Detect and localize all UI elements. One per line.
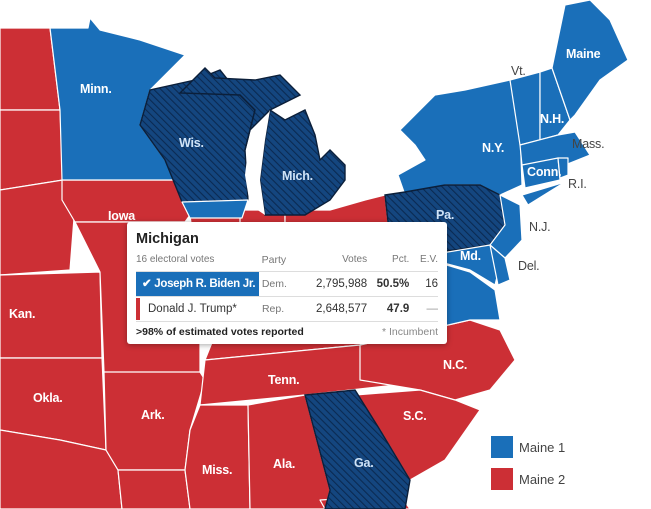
state-wisconsin-south xyxy=(181,199,249,219)
state-mississippi[interactable] xyxy=(184,404,251,509)
state-maine[interactable] xyxy=(551,0,629,121)
header-pct: Pct. xyxy=(392,254,410,265)
label-md: Md. xyxy=(460,249,481,263)
label-wis: Wis. xyxy=(179,136,204,150)
label-ark: Ark. xyxy=(141,408,165,422)
label-ny: N.Y. xyxy=(482,141,505,155)
candidate-name: ✔ Joseph R. Biden Jr. xyxy=(136,272,259,296)
state-rhode-island[interactable] xyxy=(557,157,569,179)
label-vt: Vt. xyxy=(511,64,526,78)
state-nebraska[interactable] xyxy=(0,179,76,276)
state-south-dakota[interactable] xyxy=(0,109,64,191)
state-michigan-upper[interactable] xyxy=(178,67,302,151)
legend-item-maine-2: Maine 2 xyxy=(491,468,565,490)
label-nh: N.H. xyxy=(540,112,565,126)
candidate-votes: 2,648,577 xyxy=(316,303,368,315)
candidate-row: Donald J. Trump* Rep. 2,648,577 47.9 — xyxy=(136,297,438,322)
state-new-york[interactable] xyxy=(397,79,523,196)
candidate-row-winner: ✔ Joseph R. Biden Jr. Dem. 2,795,988 50.… xyxy=(136,272,438,297)
header-party: Party xyxy=(261,254,287,266)
candidate-party: Dem. xyxy=(261,278,287,290)
state-georgia[interactable] xyxy=(304,389,411,509)
label-mass: Mass. xyxy=(572,137,605,151)
label-del: Del. xyxy=(518,259,540,273)
label-ga: Ga. xyxy=(354,456,374,470)
label-okla: Okla. xyxy=(33,391,63,405)
label-maine: Maine xyxy=(566,47,601,61)
state-connecticut[interactable] xyxy=(521,157,561,189)
label-iowa: Iowa xyxy=(108,209,135,223)
label-sc: S.C. xyxy=(403,409,427,423)
label-tenn: Tenn. xyxy=(268,373,300,387)
state-new-hampshire[interactable] xyxy=(539,67,571,141)
label-kan: Kan. xyxy=(9,307,36,321)
candidate-ev: — xyxy=(426,303,439,315)
legend-label: Maine 2 xyxy=(519,471,566,487)
candidate-votes: 2,795,988 xyxy=(315,278,368,290)
label-pa: Pa. xyxy=(436,208,455,222)
state-michigan[interactable] xyxy=(259,108,346,216)
candidate-name-text: Joseph R. Biden Jr. xyxy=(154,278,256,290)
check-icon: ✔ xyxy=(142,278,152,290)
label-miss: Miss. xyxy=(202,463,233,477)
state-louisiana[interactable] xyxy=(117,469,191,509)
candidate-name: Donald J. Trump* xyxy=(136,298,259,320)
header-votes: Votes xyxy=(342,254,368,265)
tooltip-state-name: Michigan xyxy=(136,231,199,247)
state-tooltip: Michigan 16 electoral votes Party Votes … xyxy=(127,222,447,344)
legend: Maine 1 Maine 2 xyxy=(491,436,565,500)
incumbent-footnote: * Incumbent xyxy=(381,326,438,338)
legend-swatch-red xyxy=(491,468,513,490)
candidate-pct: 47.9 xyxy=(386,303,410,315)
state-delaware[interactable] xyxy=(489,244,511,286)
label-minn: Minn. xyxy=(80,82,112,96)
label-ala: Ala. xyxy=(273,457,296,471)
state-long-island xyxy=(521,181,566,206)
legend-item-maine-1: Maine 1 xyxy=(491,436,565,458)
lake-michigan xyxy=(245,110,270,215)
label-conn: Conn. xyxy=(527,165,562,179)
legend-swatch-blue xyxy=(491,436,513,458)
label-nj: N.J. xyxy=(529,220,551,234)
tooltip-header-row: 16 electoral votes Party Votes Pct. E.V. xyxy=(136,254,438,272)
tooltip-footer: >98% of estimated votes reported * Incum… xyxy=(136,326,438,338)
label-mich: Mich. xyxy=(282,169,313,183)
reporting-status: >98% of estimated votes reported xyxy=(136,326,304,338)
candidate-pct: 50.5% xyxy=(376,278,410,290)
header-ev: E.V. xyxy=(420,254,439,265)
label-ri: R.I. xyxy=(568,177,587,191)
legend-label: Maine 1 xyxy=(519,439,566,455)
label-nc: N.C. xyxy=(443,358,468,372)
candidate-ev: 16 xyxy=(425,278,438,290)
electoral-votes-label: 16 electoral votes xyxy=(136,254,215,265)
candidate-party: Rep. xyxy=(261,303,285,315)
